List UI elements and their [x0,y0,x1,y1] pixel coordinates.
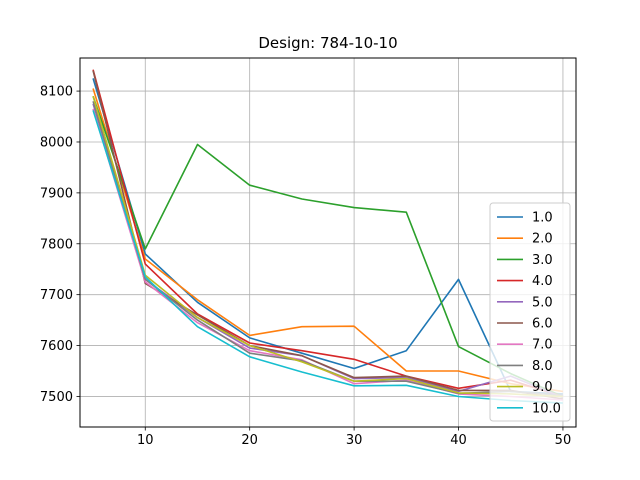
x-tick-label: 20 [241,433,258,448]
legend-label: 5.0 [532,295,553,310]
y-tick-label: 7800 [40,237,73,252]
legend: 1.0 2.0 3.0 4.0 5.0 6.0 7.0 8.0 9.0 10.0 [489,202,571,422]
x-tick-label: 10 [137,433,154,448]
x-tick-label: 40 [450,433,467,448]
series-line-1.0 [92,78,563,395]
legend-label: 4.0 [532,274,553,289]
y-tick-label: 7500 [40,390,73,405]
legend-label: 10.0 [532,401,561,416]
legend-label: 3.0 [532,253,553,268]
y-tick-label: 7900 [40,186,73,201]
series-line-2.0 [92,88,564,393]
legend-label: 1.0 [532,211,553,226]
series-line-3.0 [92,95,564,398]
series-line-9.0 [92,95,563,398]
x-tick-label: 30 [346,433,363,448]
x-tick-label: 50 [555,433,572,448]
y-tick-label: 8100 [40,85,73,100]
y-tick-label: 7700 [40,288,73,303]
legend-label: 6.0 [532,317,553,332]
y-tick-label: 8000 [40,135,73,150]
series-lines [92,69,564,404]
y-tick-label: 7600 [40,339,73,354]
legend-label: 9.0 [532,380,553,395]
legend-label: 2.0 [532,232,553,247]
legend-label: 7.0 [532,338,553,353]
plot-frame [79,57,577,428]
series-line-10.0 [92,110,563,404]
legend-label: 8.0 [532,359,553,374]
axis-ticks: 10 20 30 40 50 7500 7600 7700 7800 7900 8000 8100 [40,85,571,448]
chart-title: Design: 784-10-10 [258,34,397,52]
legend-box [489,202,571,422]
